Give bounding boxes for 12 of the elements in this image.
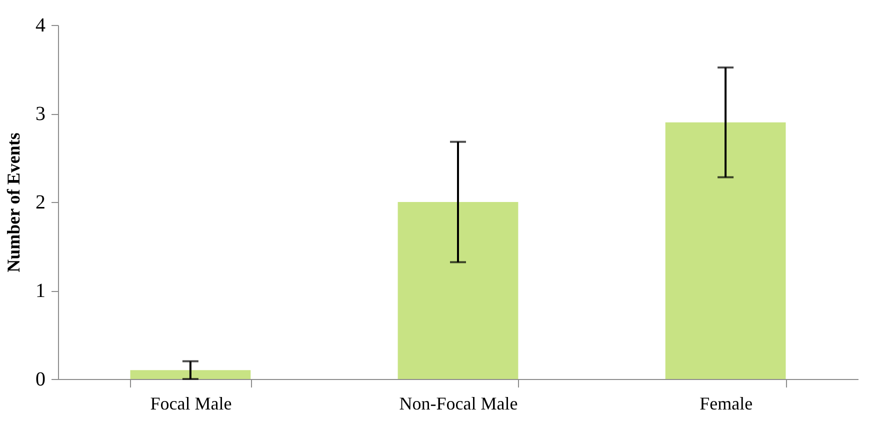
y-tick-label: 1 [36, 280, 46, 302]
y-tick-label: 2 [36, 192, 46, 214]
bar [665, 122, 786, 379]
bar [130, 370, 251, 379]
x-tick-label: Non-Focal Male [399, 394, 518, 414]
y-axis-title: Number of Events [4, 132, 24, 272]
y-tick-label: 4 [36, 14, 46, 36]
x-tick-label: Focal Male [150, 394, 232, 414]
y-tick-label: 0 [36, 368, 46, 390]
y-tick-label: 3 [36, 103, 46, 125]
bar [398, 202, 518, 379]
x-tick-label: Female [700, 394, 753, 414]
